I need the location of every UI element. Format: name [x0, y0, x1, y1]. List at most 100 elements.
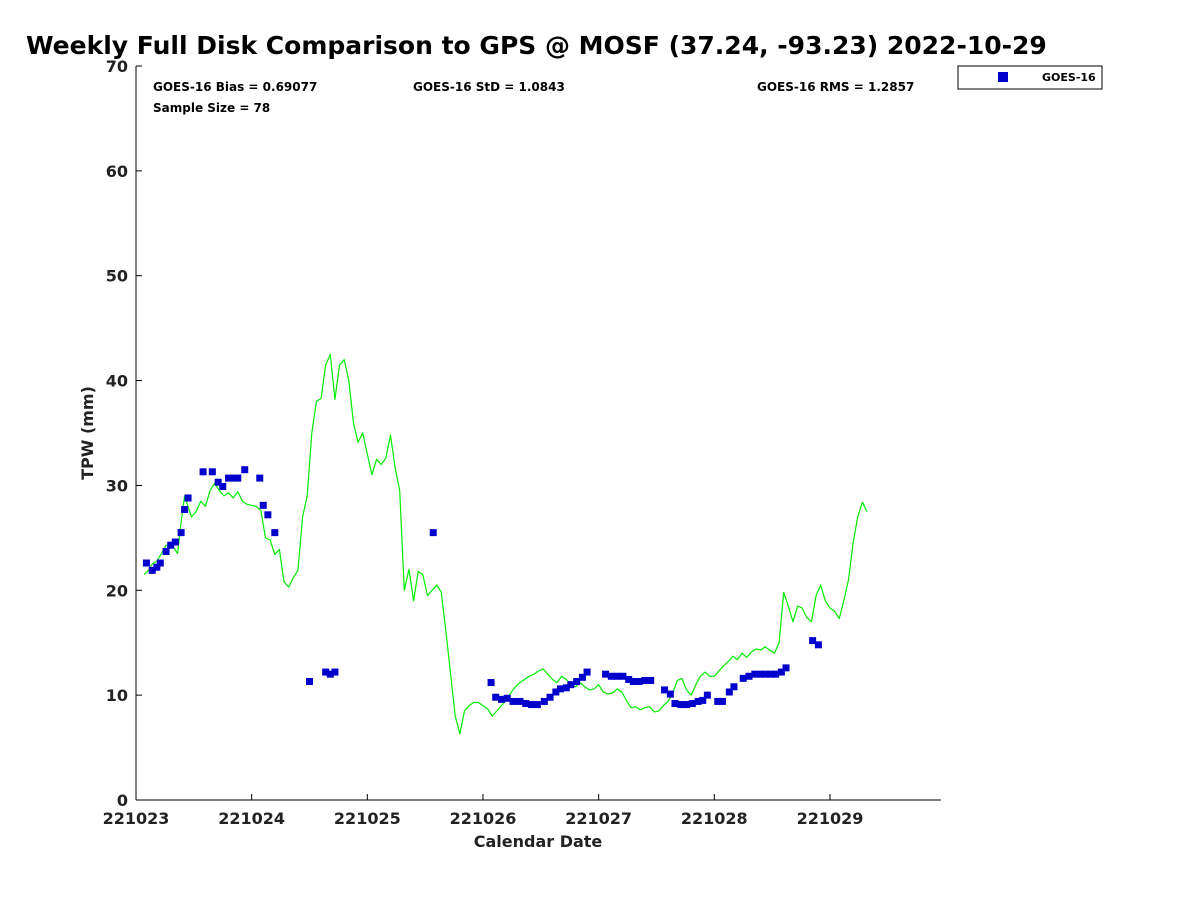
goes16-point — [522, 700, 530, 708]
goes16-point — [256, 474, 264, 482]
goes16-point — [613, 672, 621, 680]
goes16-point — [625, 675, 633, 683]
goes16-point — [602, 670, 610, 678]
goes16-point — [641, 676, 649, 684]
goes16-point — [567, 681, 575, 689]
goes16-point — [714, 697, 722, 705]
goes16-point — [271, 529, 279, 537]
goes16-point — [578, 673, 586, 681]
x-tick-label: 221027 — [565, 809, 632, 828]
goes16-point — [629, 678, 637, 686]
goes16-point — [739, 674, 747, 682]
goes16-point — [583, 668, 591, 676]
goes16-point — [635, 678, 643, 686]
y-tick-label: 40 — [106, 372, 128, 391]
goes16-point — [171, 538, 179, 546]
goes16-point — [751, 670, 759, 678]
stat-rms: GOES-16 RMS = 1.2857 — [757, 80, 914, 94]
goes16-point — [528, 701, 536, 709]
goes16-point — [162, 547, 170, 555]
goes16-point — [688, 700, 696, 708]
y-tick-label: 10 — [106, 686, 128, 705]
y-axis-ticks: 0 10 20 30 40 50 60 70 — [106, 57, 142, 810]
goes16-point — [229, 474, 237, 482]
goes16-point — [533, 701, 541, 709]
goes16-point — [429, 529, 437, 537]
x-tick-label: 221026 — [450, 809, 517, 828]
goes16-point — [730, 683, 738, 691]
stat-std: GOES-16 StD = 1.0843 — [413, 80, 565, 94]
goes16-point — [777, 668, 785, 676]
goes16-point — [181, 506, 189, 514]
stat-bias: GOES-16 Bias = 0.69077 — [153, 80, 317, 94]
x-tick-label: 221028 — [681, 809, 748, 828]
goes16-point — [153, 563, 161, 571]
legend-marker-goes16 — [998, 72, 1008, 82]
goes16-point — [683, 701, 691, 709]
legend-label-goes16: GOES-16 — [1042, 71, 1096, 84]
goes16-point — [772, 670, 780, 678]
x-tick-label: 221024 — [218, 809, 285, 828]
goes16-point — [694, 697, 702, 705]
goes16-point — [208, 468, 216, 476]
legend-box — [957, 65, 1103, 90]
gps-series-line — [143, 353, 868, 735]
goes16-point — [546, 693, 554, 701]
goes16-point — [219, 482, 227, 490]
goes16-point — [241, 466, 249, 474]
goes16-point — [214, 478, 222, 486]
y-tick-label: 70 — [106, 57, 128, 76]
goes16-point — [607, 672, 615, 680]
y-tick-label: 50 — [106, 267, 128, 286]
goes16-point — [573, 678, 581, 686]
goes16-point — [671, 700, 679, 708]
goes16-point — [761, 670, 769, 678]
goes16-point — [552, 688, 560, 696]
goes16-point — [156, 559, 164, 567]
y-tick-label: 30 — [106, 476, 128, 495]
chart-title: Weekly Full Disk Comparison to GPS @ MOS… — [26, 31, 1047, 60]
y-tick-label: 0 — [117, 791, 128, 810]
goes16-point — [562, 684, 570, 692]
goes16-point — [745, 672, 753, 680]
goes16-point — [767, 670, 775, 678]
goes16-point — [661, 686, 669, 694]
goes16-point — [718, 697, 726, 705]
goes16-point — [142, 559, 150, 567]
stat-sample-size: Sample Size = 78 — [153, 101, 270, 115]
goes16-point — [540, 697, 548, 705]
goes16-point — [725, 688, 733, 696]
goes16-point — [184, 494, 192, 502]
goes16-point — [509, 697, 517, 705]
x-tick-label: 221029 — [797, 809, 864, 828]
goes16-point — [177, 529, 185, 537]
axes-background — [136, 66, 941, 800]
goes-marker-layer — [142, 466, 822, 709]
goes16-point — [259, 501, 267, 509]
x-tick-label: 221025 — [334, 809, 401, 828]
goes16-point — [148, 566, 156, 574]
goes16-point — [703, 691, 711, 699]
goes16-point — [666, 690, 674, 698]
goes16-point — [782, 664, 790, 672]
goes16-point — [326, 670, 334, 678]
goes16-point — [305, 678, 313, 686]
goes16-point — [556, 685, 564, 693]
x-axis-label: Calendar Date — [474, 832, 603, 851]
goes16-point — [516, 697, 524, 705]
plot-area: 0 10 20 30 40 50 60 70 221023 221024 221025 221026… — [103, 57, 941, 828]
goes16-point — [619, 672, 627, 680]
goes16-point — [492, 693, 500, 701]
goes16-point — [809, 637, 817, 645]
legend: GOES-16 — [957, 65, 1103, 90]
goes16-point — [167, 541, 175, 549]
x-tick-label: 221023 — [103, 809, 170, 828]
y-tick-label: 20 — [106, 581, 128, 600]
goes16-point — [647, 676, 655, 684]
gps-line-layer — [143, 353, 868, 735]
y-tick-label: 60 — [106, 162, 128, 181]
goes16-point — [503, 694, 511, 702]
goes16-point — [814, 641, 822, 649]
goes16-point — [264, 511, 272, 519]
